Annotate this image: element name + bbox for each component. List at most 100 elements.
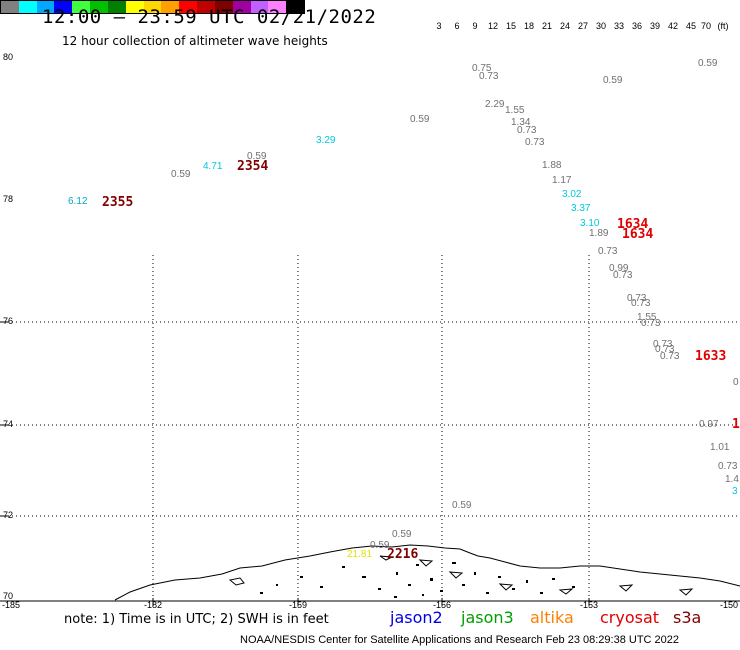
wave-height-label: 3.10 bbox=[580, 218, 600, 229]
wave-height-label: 0.59 bbox=[247, 151, 267, 162]
wave-height-label: 1.17 bbox=[552, 175, 572, 186]
wave-height-label: 0.73 bbox=[655, 344, 675, 355]
lat-label: 80 bbox=[3, 52, 14, 62]
wave-height-label: 1.55 bbox=[505, 105, 525, 116]
scale-label: 24 bbox=[559, 21, 571, 31]
scale-label: 9 bbox=[472, 21, 478, 31]
color-scale-swatch bbox=[268, 1, 287, 13]
wave-height-label: 0.73 bbox=[613, 270, 633, 281]
wave-height-label: 0.59 bbox=[392, 529, 412, 540]
wave-height-label: 21.81 bbox=[347, 549, 373, 560]
wave-height-label: 0.59 bbox=[410, 114, 430, 125]
wave-height-label: 0.73 bbox=[517, 125, 537, 136]
satellite-label-jason2: jason2 bbox=[390, 608, 443, 627]
color-scale-swatch bbox=[1, 1, 19, 13]
lakes bbox=[260, 562, 575, 598]
wave-height-label: 1.89 bbox=[589, 228, 609, 239]
scale-label: 6 bbox=[454, 21, 460, 31]
wave-height-label: 0.97 bbox=[699, 419, 719, 430]
page-subtitle: 12 hour collection of altimeter wave hei… bbox=[62, 34, 328, 48]
wave-height-label: 1.55 bbox=[637, 312, 657, 323]
scale-label: 27 bbox=[577, 21, 589, 31]
color-scale-swatch bbox=[179, 1, 198, 13]
scale-label: 39 bbox=[649, 21, 661, 31]
scale-label: 36 bbox=[631, 21, 643, 31]
color-scale-swatch bbox=[232, 1, 251, 13]
lon-label: -156 bbox=[432, 600, 452, 610]
wave-height-label: 0.73 bbox=[660, 351, 680, 362]
color-scale-swatch bbox=[90, 1, 108, 13]
scale-label: 42 bbox=[667, 21, 679, 31]
wave-height-label: 3.29 bbox=[316, 135, 336, 146]
wave-height-label: 1.88 bbox=[542, 160, 562, 171]
wave-height-label: 0.59 bbox=[370, 540, 390, 551]
wave-height-label: 1.34 bbox=[511, 117, 531, 128]
wave-height-label: 0.75 bbox=[472, 63, 492, 74]
lon-label: -185 bbox=[1, 600, 21, 610]
color-scale-bar bbox=[0, 0, 305, 14]
lat-label: 76 bbox=[3, 316, 14, 326]
wave-height-label: 0 bbox=[733, 377, 739, 388]
scale-label: 15 bbox=[505, 21, 517, 31]
lon-label: -150 bbox=[719, 600, 739, 610]
satellite-label-jason3: jason3 bbox=[461, 608, 514, 627]
wave-height-label: 0.59 bbox=[452, 500, 472, 511]
lon-label: -182 bbox=[143, 600, 163, 610]
wave-height-label: 0.73 bbox=[631, 298, 651, 309]
color-scale-swatch bbox=[107, 1, 126, 13]
wave-height-label: 0.59 bbox=[603, 75, 623, 86]
wave-height-label: 0.73 bbox=[525, 137, 545, 148]
scale-label: 12 bbox=[487, 21, 499, 31]
wave-height-label: 0.73 bbox=[598, 246, 618, 257]
satellite-label-altika: altika bbox=[530, 608, 574, 627]
pass-time-label: 1634 bbox=[617, 217, 649, 232]
color-scale-swatch bbox=[286, 1, 305, 13]
wave-height-label: 6.12 bbox=[68, 196, 88, 207]
wave-height-label: 3.37 bbox=[571, 203, 591, 214]
satellite-label-cryosat: cryosat bbox=[600, 608, 660, 627]
scale-label: 3 bbox=[436, 21, 442, 31]
color-scale-swatch bbox=[143, 1, 162, 13]
wave-height-label: 0.99 bbox=[609, 263, 629, 274]
scale-unit: (ft) bbox=[717, 21, 729, 31]
wave-height-label: 0.73 bbox=[627, 293, 647, 304]
lat-label: 72 bbox=[3, 510, 14, 520]
credit-line: NOAA/NESDIS Center for Satellite Applica… bbox=[240, 634, 680, 646]
footer-note: note: 1) Time is in UTC; 2) SWH is in fe… bbox=[64, 612, 329, 627]
color-scale-swatch bbox=[214, 1, 233, 13]
wave-height-label: 1.01 bbox=[710, 442, 730, 453]
graticule bbox=[0, 255, 740, 600]
wave-height-label: 3.02 bbox=[562, 189, 582, 200]
scale-label: 18 bbox=[523, 21, 535, 31]
wave-height-label: 0.73 bbox=[641, 318, 661, 329]
color-scale-swatch bbox=[72, 1, 91, 13]
page-title: 12:00 – 23:59 UTC 02/21/2022 bbox=[42, 6, 377, 28]
lat-label: 78 bbox=[3, 194, 14, 204]
lon-label: -153 bbox=[579, 600, 599, 610]
color-scale-swatch bbox=[250, 1, 269, 13]
pass-time-label: 1633 bbox=[695, 349, 727, 364]
pass-time-label: 2216 bbox=[387, 547, 419, 562]
color-scale-swatch bbox=[54, 1, 73, 13]
wave-height-label: 4.71 bbox=[203, 161, 223, 172]
scale-label: 45 bbox=[685, 21, 697, 31]
wave-height-label: 3 bbox=[732, 486, 738, 497]
pass-time-label: 1634 bbox=[622, 227, 654, 242]
satellite-label-s3a: s3a bbox=[673, 608, 702, 627]
wave-height-label: 0.73 bbox=[718, 461, 738, 472]
scale-label: 30 bbox=[595, 21, 607, 31]
color-scale-swatch bbox=[197, 1, 215, 13]
lat-label: 70 bbox=[3, 591, 14, 601]
pass-time-label: 1 bbox=[732, 417, 740, 432]
lat-label: 74 bbox=[3, 419, 14, 429]
alaska-coastline bbox=[114, 544, 740, 601]
color-scale-swatch bbox=[161, 1, 180, 13]
color-scale-swatch bbox=[18, 1, 37, 13]
wave-height-label: 0.73 bbox=[653, 339, 673, 350]
pass-time-label: 2354 bbox=[237, 159, 269, 174]
scale-label: 70 bbox=[700, 21, 712, 31]
color-scale-swatch bbox=[36, 1, 55, 13]
wave-height-label: 2.29 bbox=[485, 99, 505, 110]
wave-height-label: 0.59 bbox=[171, 169, 191, 180]
